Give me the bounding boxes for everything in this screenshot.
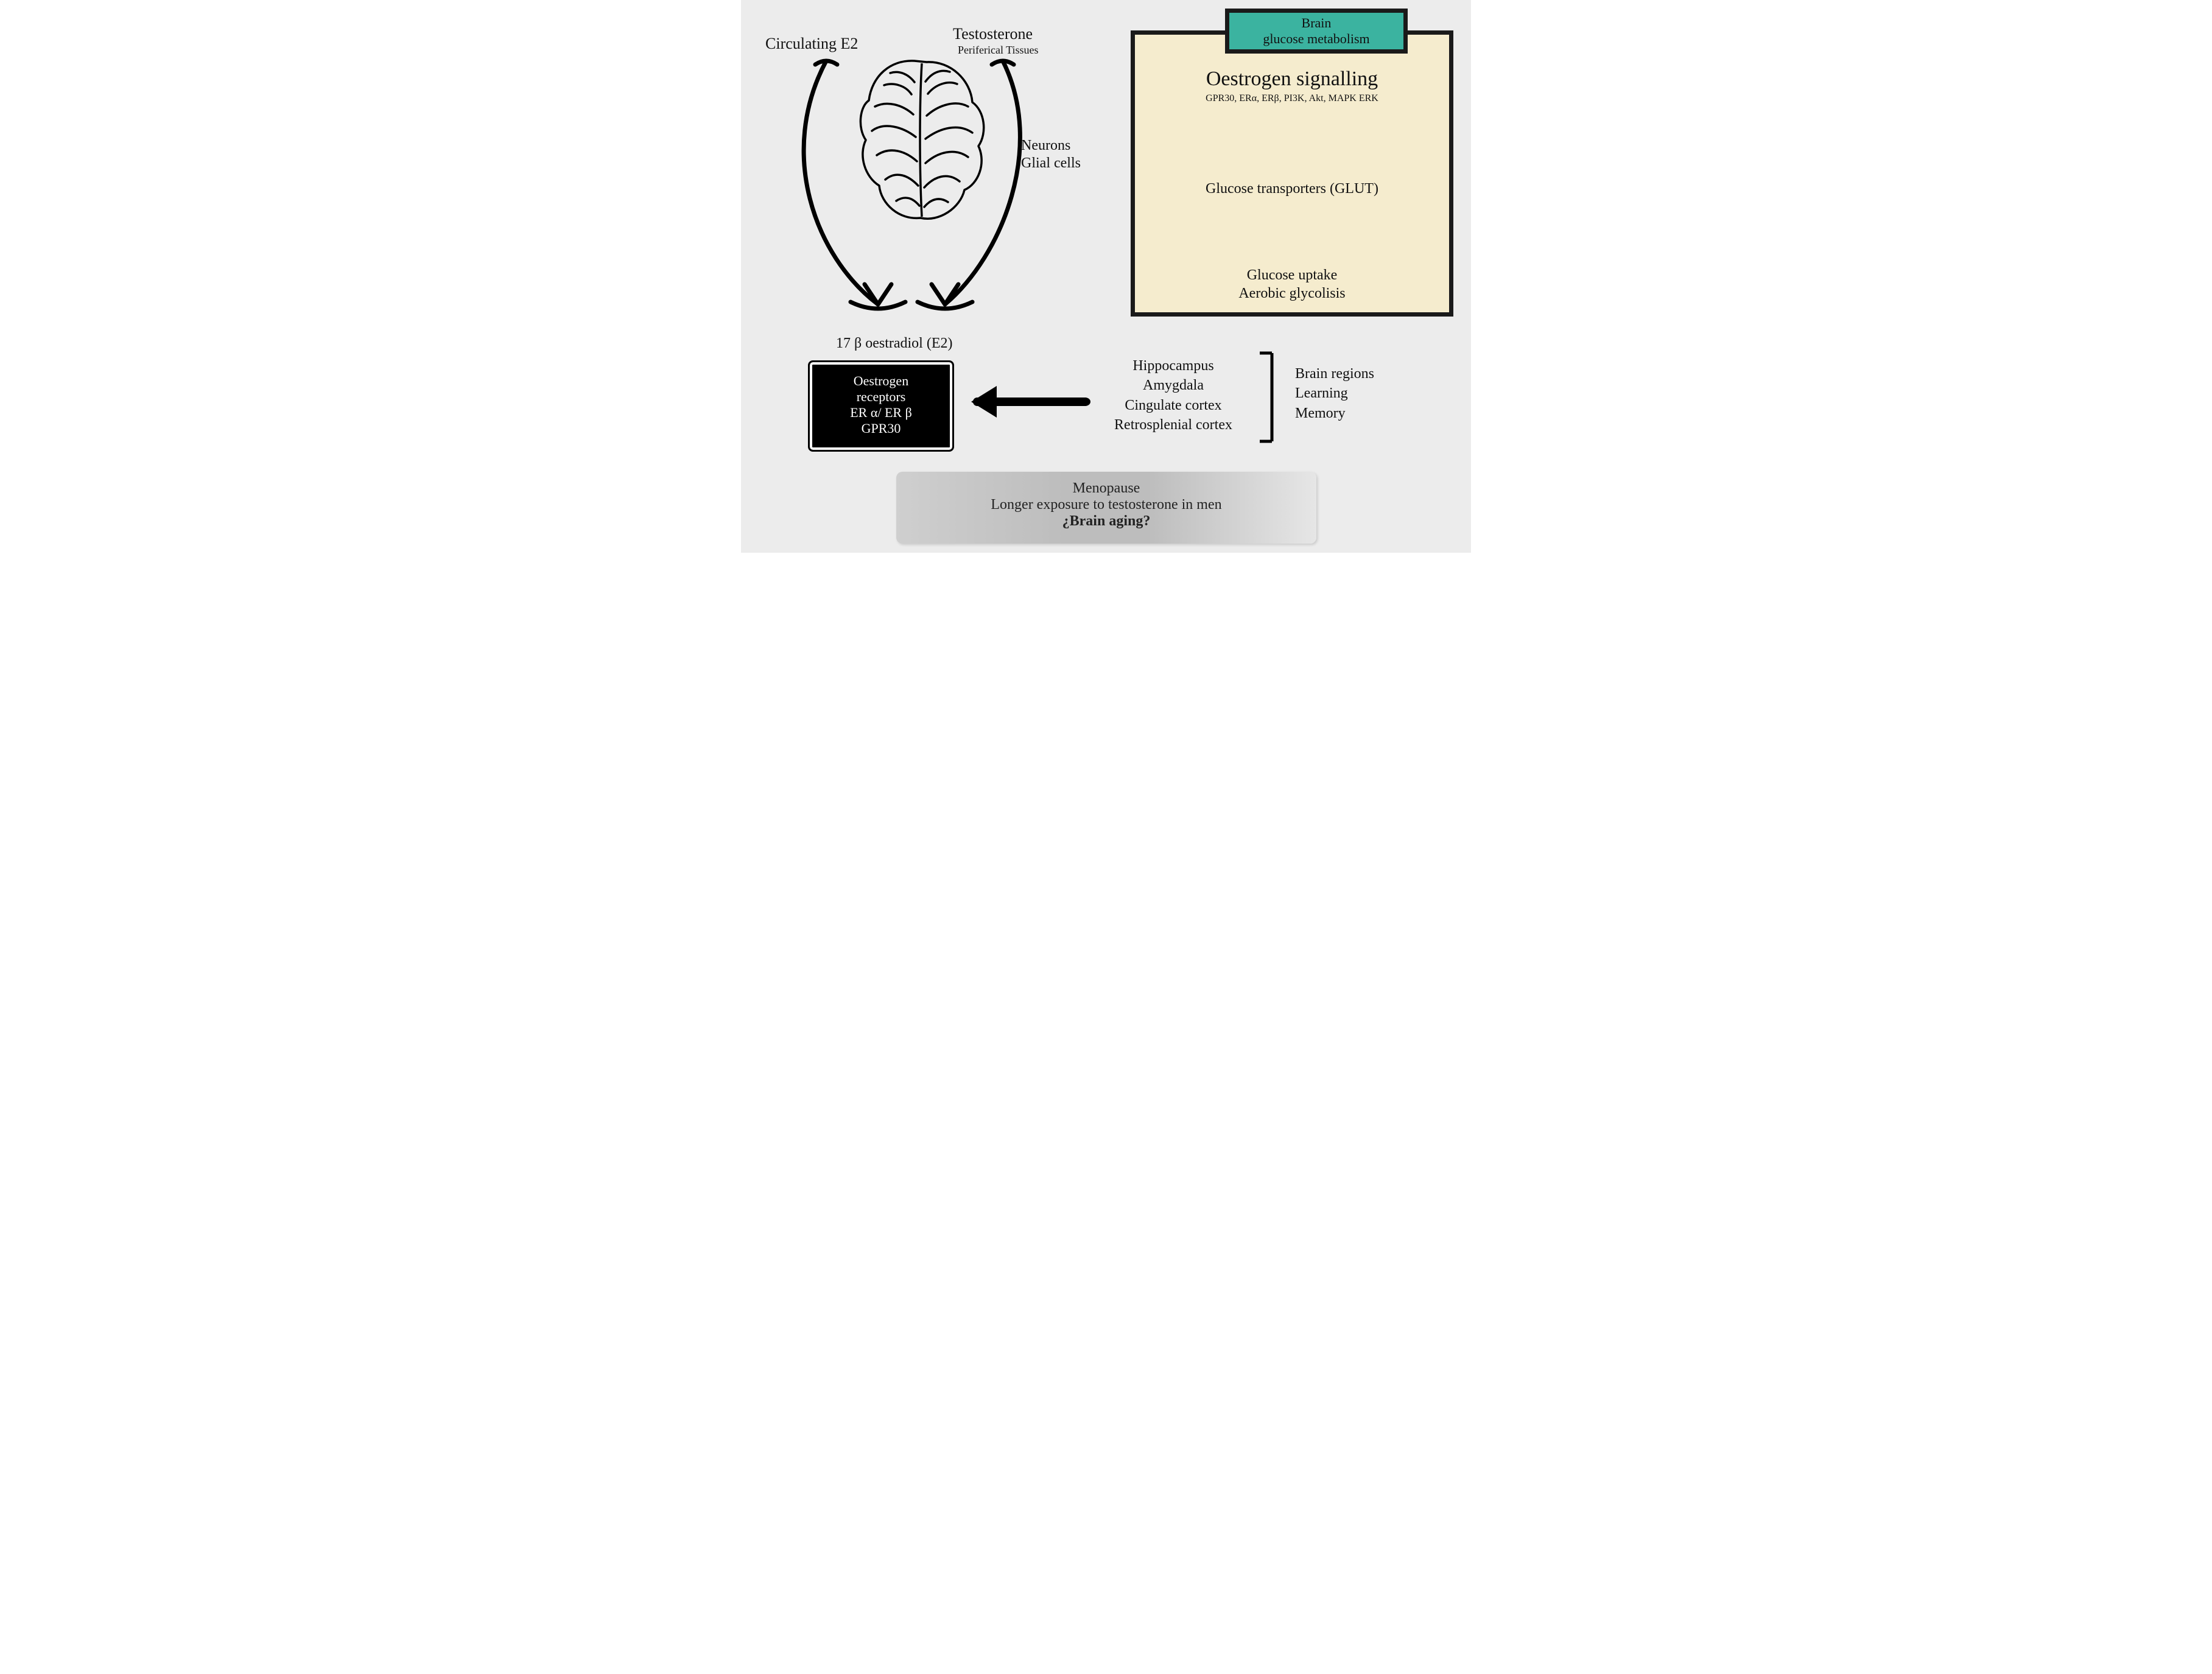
label-testosterone: Testosterone	[953, 24, 1033, 43]
diagram-canvas: Circulating E2 Testosterone Periferical …	[741, 0, 1471, 553]
receptors-line1: Oestrogen	[816, 373, 946, 389]
region-amygdala: Amygdala	[1088, 376, 1259, 395]
metabolism-title: Oestrogen signalling	[1131, 67, 1453, 92]
receptors-box: Oestrogen receptors ER α/ ER β GPR30	[808, 360, 954, 452]
bottom-line2: Longer exposure to testosterone in men	[896, 497, 1316, 513]
regions-to-receptors-arrow	[971, 386, 1090, 418]
bottom-line3: ¿Brain aging?	[896, 513, 1316, 530]
metabolism-bottom1: Glucose uptake	[1131, 267, 1453, 284]
metabolism-tab-line1: Brain	[1229, 15, 1403, 31]
metabolism-bottom2: Aerobic glycolisis	[1131, 285, 1453, 303]
bottom-bar: Menopause Longer exposure to testosteron…	[896, 472, 1316, 544]
region-hippocampus: Hippocampus	[1088, 356, 1259, 376]
label-neurons-glial: Neurons Glial cells	[1021, 137, 1081, 172]
label-testosterone-sub: Periferical Tissues	[958, 44, 1039, 57]
metabolism-subtitle: GPR30, ERα, ERβ, PI3K, Akt, MAPK ERK	[1131, 93, 1453, 104]
region-retrosplenial: Retrosplenial cortex	[1088, 415, 1259, 435]
receptors-line2: receptors	[816, 389, 946, 405]
metabolism-tab-line2: glucose metabolism	[1229, 31, 1403, 47]
brain-regions-side-label: Brain regions Learning Memory	[1295, 364, 1374, 423]
label-oestradiol: 17 β oestradiol (E2)	[836, 335, 953, 352]
region-cingulate: Cingulate cortex	[1088, 396, 1259, 415]
brain-icon	[860, 61, 983, 219]
metabolism-tab: Brain glucose metabolism	[1225, 9, 1408, 54]
receptors-line4: GPR30	[816, 421, 946, 436]
metabolism-mid: Glucose transporters (GLUT)	[1131, 180, 1453, 198]
receptors-line3: ER α/ ER β	[816, 405, 946, 421]
brain-regions-list: Hippocampus Amygdala Cingulate cortex Re…	[1088, 356, 1259, 435]
bottom-line1: Menopause	[896, 480, 1316, 497]
regions-bracket	[1260, 353, 1272, 441]
label-circulating-e2: Circulating E2	[765, 34, 858, 53]
